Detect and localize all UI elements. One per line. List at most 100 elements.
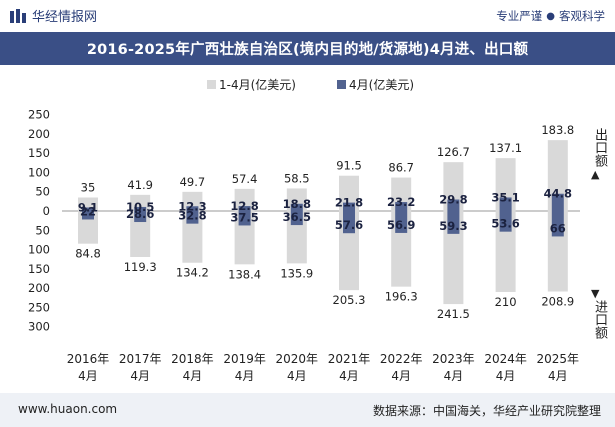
data-label-monthly-export: 21.8 <box>335 196 363 210</box>
bar-monthly <box>499 197 512 232</box>
bar-monthly <box>447 199 460 234</box>
data-label-monthly-import: 22 <box>80 204 96 218</box>
data-label-cumulative-export: 41.9 <box>127 178 153 192</box>
y-tick-label: 200 <box>28 281 50 295</box>
data-label-monthly-import: 59.3 <box>439 219 467 233</box>
data-label-monthly-export: 29.8 <box>439 193 467 207</box>
data-label-cumulative-import: 138.4 <box>228 267 261 281</box>
bar-monthly <box>238 206 251 226</box>
data-label-monthly-import: 66 <box>550 221 566 235</box>
footer: www.huaon.com 数据来源：中国海关，华经产业研究院整理 <box>0 393 615 427</box>
brand-name: 华经情报网 <box>32 10 98 25</box>
data-label-monthly-export: 18.8 <box>283 197 311 211</box>
bar-monthly <box>290 203 303 226</box>
slogan: 专业严谨 ● 客观科学 <box>496 8 605 24</box>
bar-monthly <box>551 193 564 237</box>
data-label-monthly-export: 35.1 <box>491 190 519 204</box>
data-label-cumulative-export: 49.7 <box>180 175 206 189</box>
x-category-label: 4月 <box>287 369 307 383</box>
title-bar: 2016-2025年广西壮族自治区(境内目的地/货源地)4月进、出口额 <box>0 32 615 65</box>
arrow-up-icon: ▲ <box>591 168 600 181</box>
data-label-cumulative-export: 86.7 <box>388 161 414 175</box>
data-label-cumulative-import: 210 <box>495 295 517 309</box>
data-label-monthly-export: 12.8 <box>230 199 258 213</box>
x-category-label: 4月 <box>130 369 150 383</box>
y-tick-label: 250 <box>28 300 50 314</box>
x-category-label: 4月 <box>548 369 568 383</box>
data-label-monthly-import: 56.9 <box>387 218 415 232</box>
x-category-label: 2021年 <box>328 352 371 366</box>
legend-swatch-monthly <box>337 80 346 89</box>
x-category-label: 2024年 <box>484 352 527 366</box>
y-tick-label: 50 <box>35 223 50 237</box>
side-label-import: 进口额 <box>592 300 607 339</box>
x-category-label: 4月 <box>496 369 516 383</box>
data-label-cumulative-export: 183.8 <box>541 123 574 137</box>
y-tick-label: 100 <box>28 165 50 179</box>
legend-label-cumulative: 1-4月(亿美元) <box>219 77 296 92</box>
x-category-label: 4月 <box>444 369 464 383</box>
y-tick-label: 0 <box>43 204 50 218</box>
footer-url: www.huaon.com <box>18 402 118 416</box>
data-label-cumulative-export: 35 <box>81 181 96 195</box>
data-label-monthly-import: 36.5 <box>283 210 311 224</box>
slogan-right: 客观科学 <box>559 9 605 23</box>
data-label-cumulative-export: 57.4 <box>232 172 258 186</box>
y-tick-label: 300 <box>28 320 50 334</box>
data-label-monthly-export: 44.8 <box>544 187 572 201</box>
brand-logo-icon <box>10 8 26 23</box>
x-category-label: 2023年 <box>432 352 475 366</box>
x-category-label: 2020年 <box>276 352 319 366</box>
x-category-label: 4月 <box>183 369 203 383</box>
top-bar: 华经情报网 专业严谨 ● 客观科学 <box>0 0 615 30</box>
bar-monthly <box>134 206 147 223</box>
x-category-label: 2025年 <box>537 352 580 366</box>
legend-swatch-cumulative <box>207 80 216 89</box>
bar-monthly <box>343 202 355 234</box>
data-label-monthly-export: 12.3 <box>178 199 206 213</box>
x-category-label: 4月 <box>391 369 411 383</box>
data-label-cumulative-export: 126.7 <box>437 145 470 159</box>
x-category-label: 4月 <box>339 369 359 383</box>
bar-monthly <box>186 206 199 224</box>
data-label-monthly-export: 10.5 <box>126 200 154 214</box>
x-category-label: 2017年 <box>119 352 162 366</box>
side-label-export: 出口额 <box>592 128 607 167</box>
y-tick-label: 250 <box>28 108 50 122</box>
data-label-cumulative-import: 241.5 <box>437 307 470 321</box>
bullet-icon: ● <box>546 10 555 22</box>
data-label-monthly-import: 37.5 <box>230 210 258 224</box>
y-tick-label: 150 <box>28 262 50 276</box>
data-label-cumulative-import: 134.2 <box>176 266 209 280</box>
data-label-monthly-import: 57.6 <box>335 218 363 232</box>
y-tick-label: 150 <box>28 146 50 160</box>
arrow-down-icon: ▼ <box>591 287 600 300</box>
y-tick-label: 50 <box>35 185 50 199</box>
x-category-label: 2019年 <box>223 352 266 366</box>
y-tick-label: 100 <box>28 243 50 257</box>
x-category-label: 4月 <box>78 369 98 383</box>
data-label-cumulative-import: 84.8 <box>75 247 101 261</box>
data-label-monthly-export: 23.2 <box>387 195 415 209</box>
data-label-monthly-import: 28.6 <box>126 207 154 221</box>
data-label-monthly-import: 32.8 <box>178 209 206 223</box>
data-label-cumulative-import: 208.9 <box>541 295 574 309</box>
x-category-label: 2016年 <box>67 352 110 366</box>
bar-monthly <box>82 207 94 220</box>
data-label-cumulative-import: 196.3 <box>385 290 418 304</box>
data-label-cumulative-import: 205.3 <box>333 293 366 307</box>
data-label-cumulative-export: 137.1 <box>489 141 522 155</box>
data-label-monthly-export: 9.1 <box>78 200 98 214</box>
x-category-label: 2022年 <box>380 352 423 366</box>
data-label-cumulative-export: 58.5 <box>284 171 310 185</box>
data-label-monthly-import: 53.6 <box>491 217 519 231</box>
chart-title: 2016-2025年广西壮族自治区(境内目的地/货源地)4月进、出口额 <box>86 42 529 58</box>
brand: 华经情报网 <box>10 6 97 25</box>
x-category-label: 2018年 <box>171 352 214 366</box>
y-tick-label: 200 <box>28 127 50 141</box>
footer-source: 数据来源：中国海关，华经产业研究院整理 <box>372 404 601 418</box>
data-label-cumulative-import: 135.9 <box>280 266 313 280</box>
slogan-left: 专业严谨 <box>496 9 543 23</box>
x-category-label: 4月 <box>235 369 255 383</box>
